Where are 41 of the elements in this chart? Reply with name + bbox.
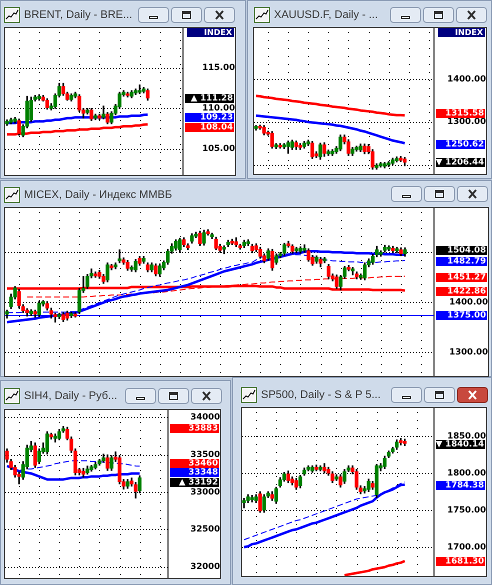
y-tick-label: 34000: [190, 412, 220, 423]
text: 33883: [188, 424, 218, 434]
chart-title: BRENT, Daily - BRE...: [24, 8, 132, 22]
y-tick-label: 32000: [190, 562, 220, 572]
chart-title: MICEX, Daily - Индекс ММВБ: [24, 188, 172, 202]
y-tick-label: 105.00: [202, 144, 236, 154]
text: 1250.62: [445, 140, 484, 150]
text: 1482.79: [447, 256, 486, 267]
text: 33460: [188, 458, 218, 469]
text: 33348: [188, 468, 218, 478]
text: ▲ 33192: [178, 478, 218, 488]
text: 1784.38: [445, 480, 484, 491]
y-tick-label: 1300.00: [449, 348, 488, 358]
y-tick-label: 1400.00: [449, 297, 488, 308]
y-tick-label: 32500: [190, 524, 220, 535]
text: 1422.86: [447, 286, 486, 297]
text: ▼ 1206.44: [436, 158, 484, 168]
text: ▲ 111.28: [190, 94, 233, 104]
y-tick-label: 110.00: [202, 104, 236, 114]
text: 1315.58: [445, 108, 484, 119]
y-tick-label: 1800.00: [447, 468, 486, 478]
text: INDEX: [455, 28, 484, 38]
text: 108.04: [200, 122, 234, 133]
text: INDEX: [204, 28, 233, 38]
y-tick-label: 1850.00: [447, 431, 486, 442]
text: ▼ 1840.14: [436, 440, 484, 450]
y-tick-label: 1400.00: [447, 74, 486, 84]
text: 109.23: [200, 112, 234, 123]
chart-title: SIH4, Daily - Руб...: [24, 389, 118, 403]
y-tick-label: 33500: [190, 450, 220, 460]
chart-title: SP500, Daily - S & P 5...: [261, 388, 381, 402]
y-tick-label: 1700.00: [447, 542, 486, 552]
chart-title: XAUUSD.F, Daily - ...: [274, 8, 378, 22]
ref-line-label: 1375.00: [447, 310, 486, 321]
y-tick-label: 33000: [190, 487, 220, 498]
text: 1451.27: [447, 272, 486, 283]
y-tick-label: 1300.00: [447, 117, 486, 128]
y-tick-label: 115.00: [202, 63, 236, 73]
y-tick-label: 1750.00: [447, 505, 486, 516]
text: 1504.08: [447, 246, 486, 256]
text: 1681.30: [445, 556, 484, 567]
